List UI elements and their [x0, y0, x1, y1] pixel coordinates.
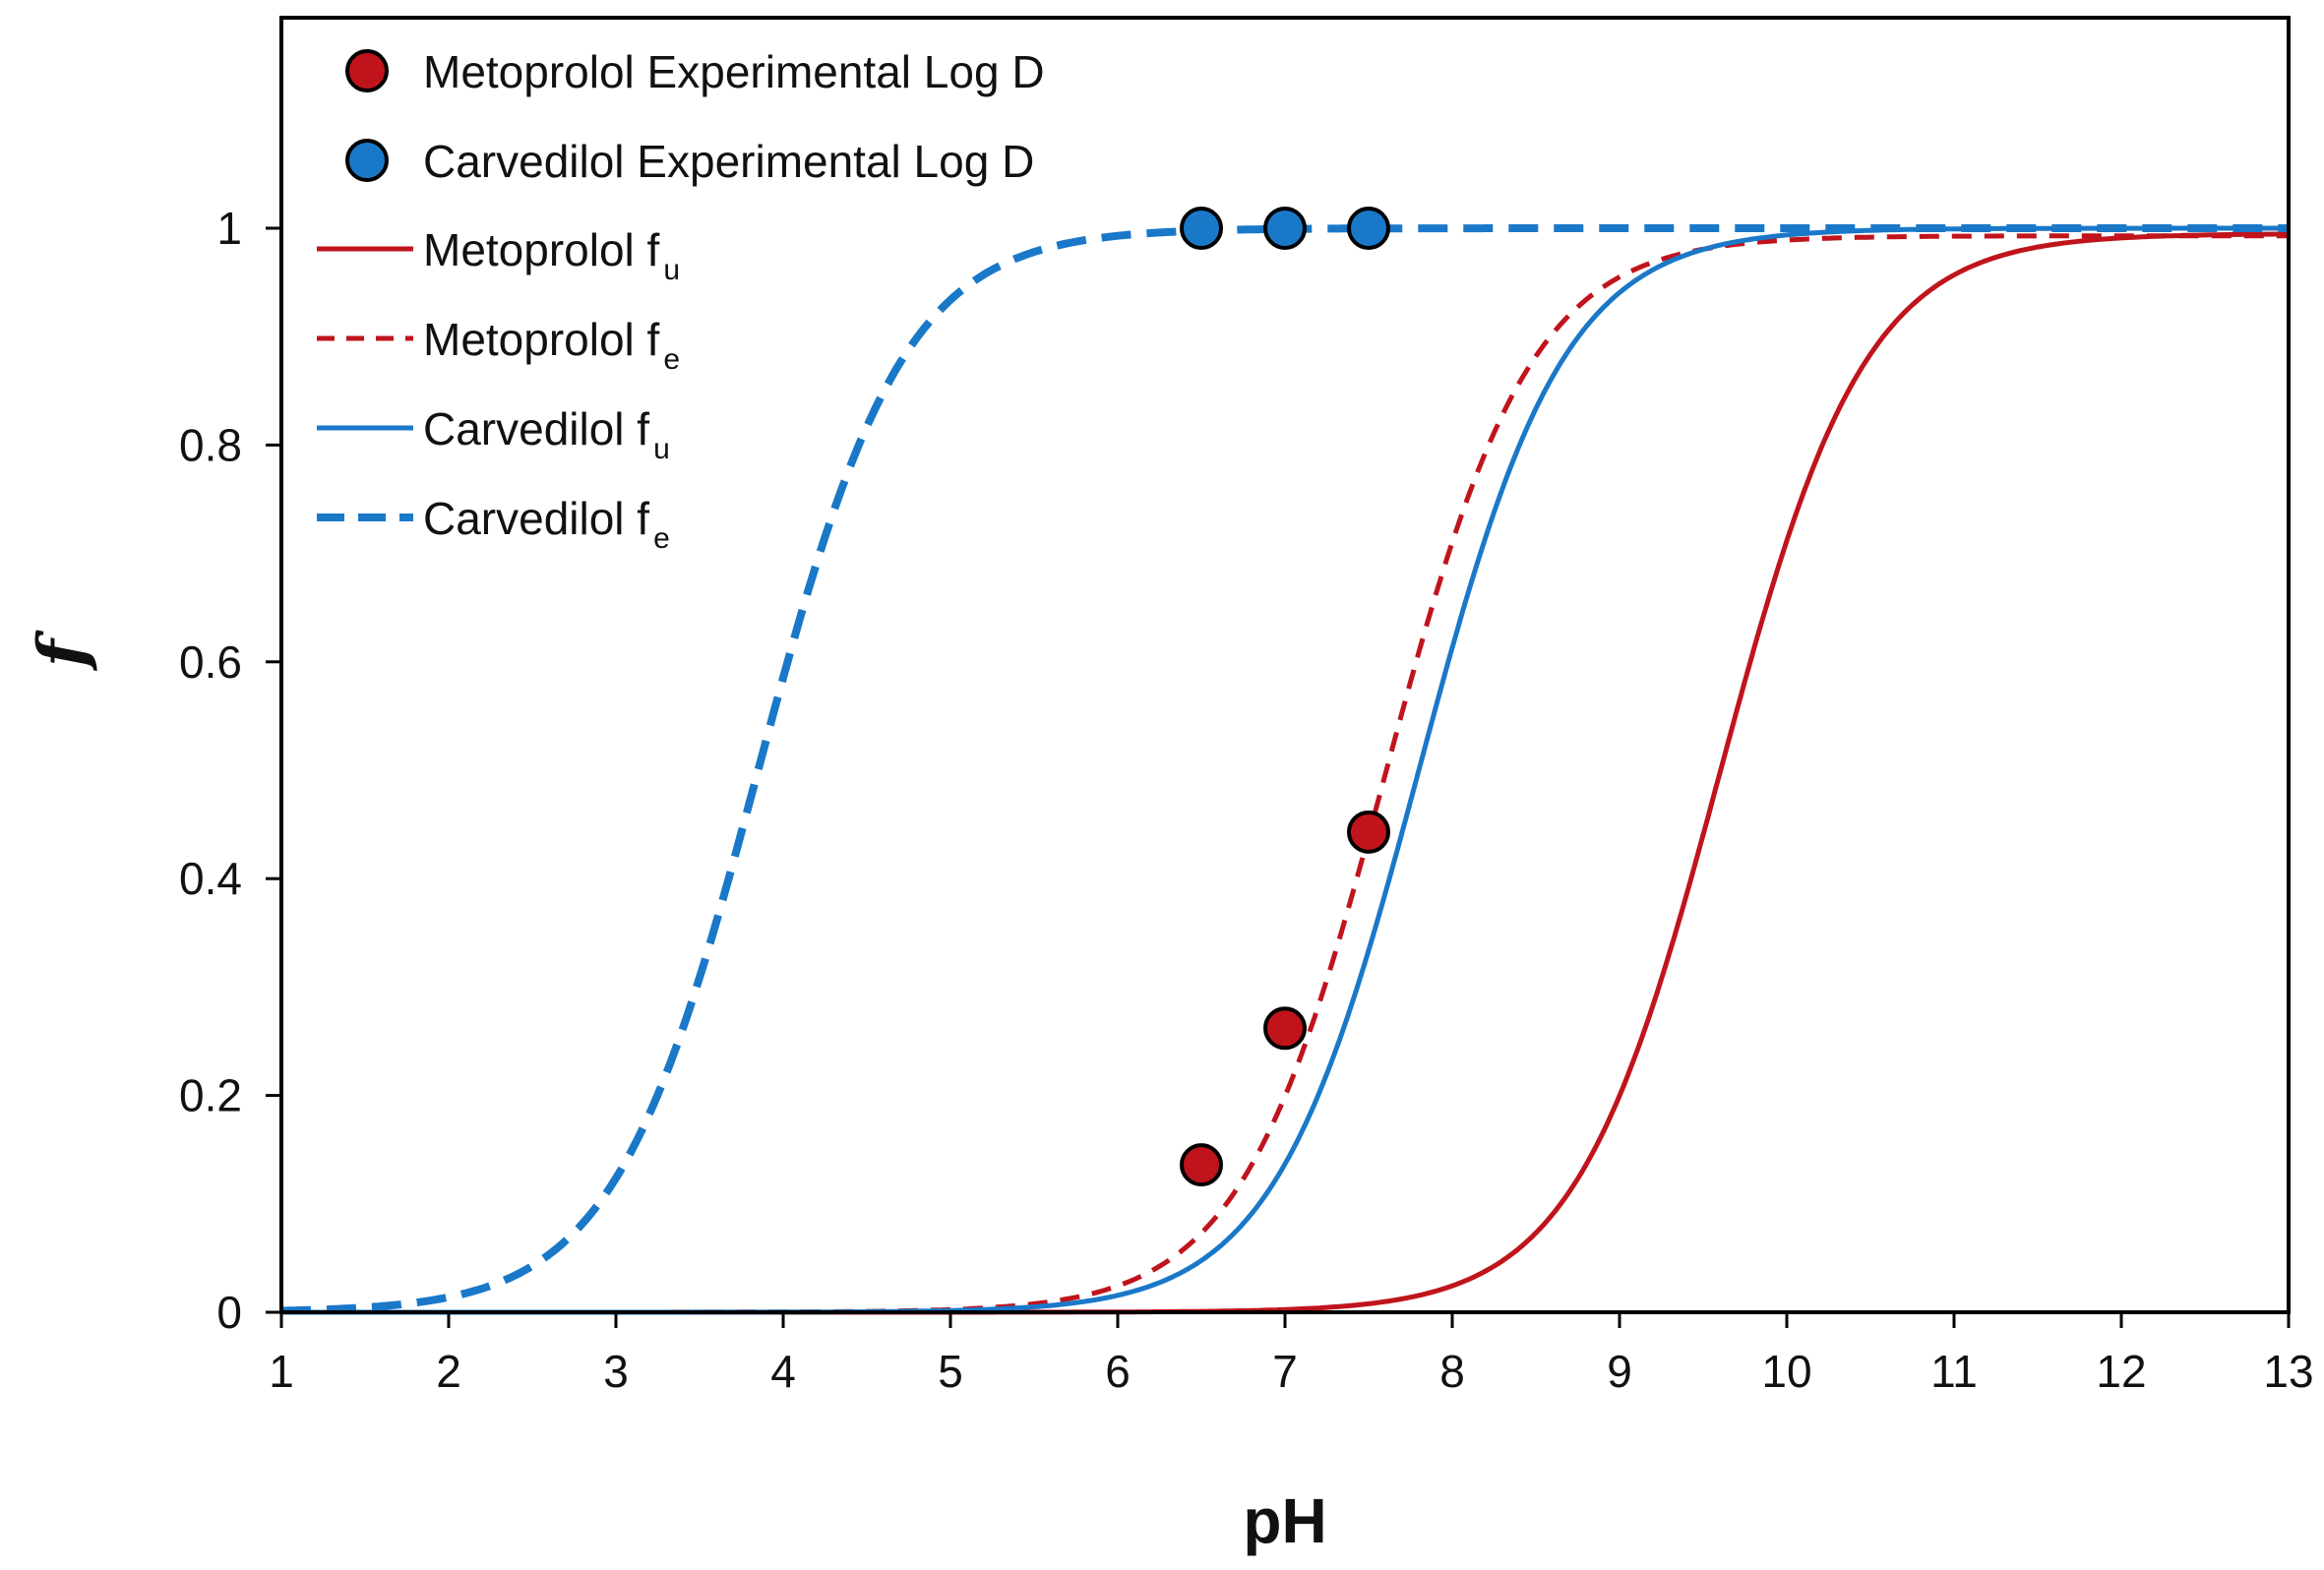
legend-marker — [345, 139, 389, 182]
x-tick-label: 4 — [770, 1346, 796, 1397]
data-point-carvedilol — [1180, 207, 1223, 250]
x-tick-label: 1 — [269, 1346, 294, 1397]
x-tick-label: 6 — [1105, 1346, 1131, 1397]
x-tick-label: 2 — [436, 1346, 461, 1397]
x-axis: 1 2 3 4 5 6 7 8 9 10 11 12 13 — [269, 1312, 2314, 1397]
data-point-metoprolol — [1180, 1143, 1223, 1187]
y-axis: 0 0.2 0.4 0.6 0.8 1 — [179, 203, 281, 1338]
data-point-metoprolol — [1263, 1006, 1307, 1051]
legend-label: Carvedilol Experimental Log D — [423, 136, 1034, 187]
data-point-carvedilol — [1263, 207, 1307, 250]
x-tick-label: 3 — [603, 1346, 629, 1397]
x-tick-label: 7 — [1272, 1346, 1298, 1397]
x-tick-label: 10 — [1761, 1346, 1811, 1397]
y-tick-label: 0.8 — [179, 419, 242, 470]
y-tick-label: 0.4 — [179, 853, 242, 904]
legend: Metoprolol Experimental Log D Carvedilol … — [317, 46, 1045, 555]
y-tick-label: 0 — [216, 1287, 242, 1338]
y-tick-label: 0.6 — [179, 636, 242, 688]
legend-marker — [345, 49, 389, 92]
x-tick-label: 13 — [2263, 1346, 2313, 1397]
y-tick-label: 0.2 — [179, 1070, 242, 1121]
legend-label: Metoprolol Experimental Log D — [423, 46, 1045, 97]
x-tick-label: 12 — [2096, 1346, 2146, 1397]
y-tick-label: 1 — [216, 203, 242, 254]
x-tick-label: 11 — [1930, 1346, 1978, 1397]
data-point-carvedilol — [1347, 207, 1390, 250]
series-markers — [1180, 207, 1390, 1187]
data-point-metoprolol — [1347, 810, 1390, 854]
x-tick-label: 9 — [1607, 1346, 1632, 1397]
x-tick-label: 5 — [938, 1346, 963, 1397]
x-axis-title: pH — [1243, 1485, 1326, 1556]
x-tick-label: 8 — [1439, 1346, 1465, 1397]
